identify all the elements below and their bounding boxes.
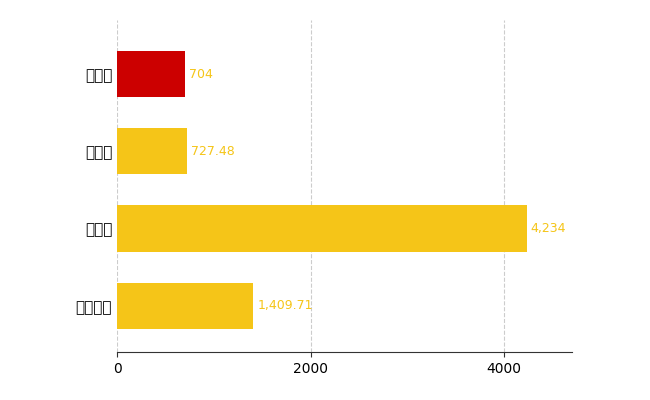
Text: 704: 704 (189, 68, 213, 80)
Bar (117, 205, 527, 252)
Bar (117, 282, 254, 329)
Text: 1,409.71: 1,409.71 (257, 299, 313, 312)
Bar (117, 128, 187, 174)
Text: 4,234: 4,234 (531, 222, 566, 235)
Text: 727.48: 727.48 (191, 145, 235, 158)
Bar (117, 51, 185, 97)
